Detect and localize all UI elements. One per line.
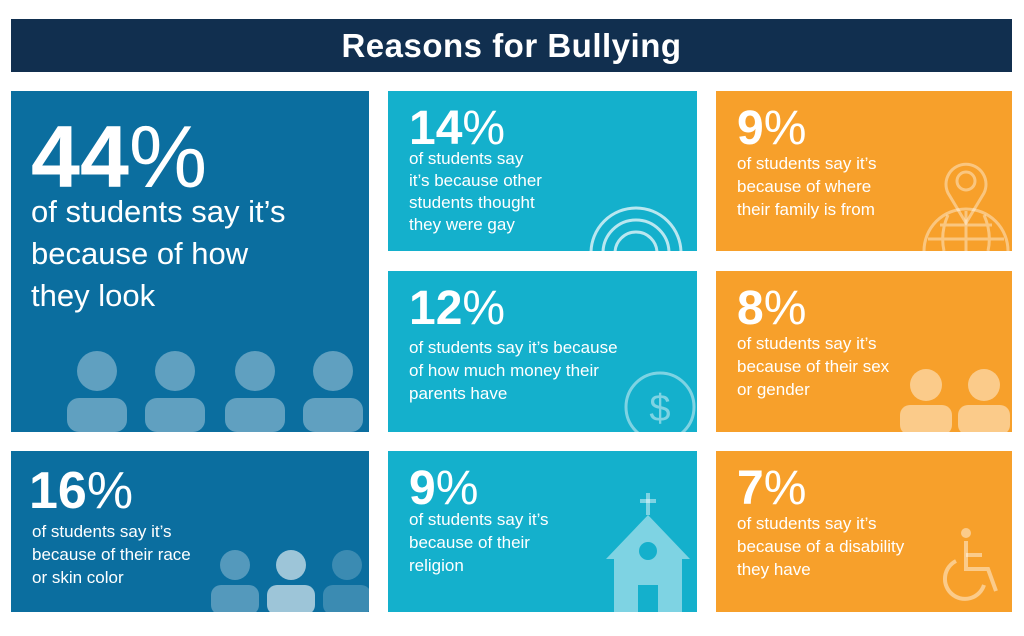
percent-symbol: %	[128, 107, 208, 206]
desc-line: it’s because other	[409, 171, 542, 191]
value-number: 12	[409, 282, 463, 335]
wheelchair-icon	[942, 528, 998, 601]
stat-card-gender: 8% of students say it’s because of their…	[716, 271, 1012, 432]
stat-card-religion: 9% of students say it’s because of their…	[388, 451, 697, 612]
people-icon	[211, 550, 369, 612]
stat-description: of students say it’s because of their re…	[409, 509, 549, 578]
desc-line: of students say it’s	[737, 154, 877, 173]
desc-line: parents have	[409, 383, 508, 403]
stat-card-disability: 7% of students say it’s because of a dis…	[716, 451, 1012, 612]
stat-card-sexual-orientation: 14% of students say it’s because other s…	[388, 91, 697, 251]
desc-line: of students say it’s because	[409, 338, 618, 357]
value-number: 16	[29, 462, 87, 520]
stat-card-appearance: 44% of students say it’s because of how …	[11, 91, 369, 432]
percent-symbol: %	[763, 282, 807, 335]
page-title: Reasons for Bullying	[11, 19, 1012, 72]
stat-description: of students say it’s because of where th…	[737, 153, 877, 222]
stat-description: of students say it’s because of their ra…	[32, 521, 191, 590]
man-woman-icon	[900, 369, 1010, 432]
desc-line: because of a disability	[737, 536, 905, 556]
stat-value: 14%	[409, 105, 505, 153]
stat-value: 7%	[737, 465, 806, 513]
desc-line: of students say it’s	[737, 334, 877, 353]
percent-symbol: %	[435, 462, 479, 515]
desc-line: because of their	[409, 532, 530, 552]
stat-value: 8%	[737, 285, 806, 333]
stat-description: of students say it’s because of how much…	[409, 337, 618, 406]
desc-line: because of their race	[32, 544, 191, 564]
value-number: 9	[409, 462, 436, 515]
desc-line: of how much money their	[409, 360, 599, 380]
desc-line: because of how	[31, 236, 249, 272]
value-number: 14	[409, 102, 463, 155]
desc-line: religion	[409, 555, 464, 575]
stat-card-race: 16% of students say it’s because of thei…	[11, 451, 369, 612]
desc-line: of students say	[409, 149, 524, 168]
stat-description: of students say it’s because of how they…	[31, 191, 285, 317]
percent-symbol: %	[763, 462, 807, 515]
stat-value: 9%	[737, 105, 806, 153]
desc-line: of students say it’s	[409, 510, 549, 529]
desc-line: because of where	[737, 176, 872, 196]
stat-description: of students say it’s because other stude…	[409, 148, 542, 236]
stat-value: 9%	[409, 465, 478, 513]
stat-value: 16%	[29, 465, 133, 517]
value-number: 44	[31, 107, 129, 206]
desc-line: of students say it’s	[31, 194, 286, 229]
stat-value: 12%	[409, 285, 505, 333]
value-number: 7	[737, 462, 764, 515]
desc-line: or skin color	[32, 567, 124, 587]
desc-line: their family is from	[737, 199, 875, 219]
value-number: 9	[737, 102, 764, 155]
desc-line: they were gay	[409, 215, 515, 235]
value-number: 8	[737, 282, 764, 335]
church-icon	[606, 493, 690, 612]
percent-symbol: %	[462, 102, 506, 155]
desc-line: because of their sex	[737, 356, 890, 376]
percent-symbol: %	[462, 282, 506, 335]
globe-pin-icon	[922, 162, 1010, 251]
svg-text:$: $	[649, 388, 670, 430]
stat-value: 44%	[31, 113, 207, 201]
desc-line: of students say it’s	[32, 522, 172, 541]
desc-line: they have	[737, 559, 811, 579]
percent-symbol: %	[763, 102, 807, 155]
stat-card-origin: 9% of students say it’s because of where…	[716, 91, 1012, 251]
people-icon	[67, 351, 363, 432]
stat-description: of students say it’s because of a disabi…	[737, 513, 904, 582]
desc-line: they look	[31, 278, 156, 314]
dollar-coin-icon: $	[624, 371, 696, 432]
desc-line: of students say it’s	[737, 514, 877, 533]
desc-line: or gender	[737, 379, 810, 399]
stat-card-money: 12% of students say it’s because of how …	[388, 271, 697, 432]
stat-description: of students say it’s because of their se…	[737, 333, 889, 402]
percent-symbol: %	[86, 462, 134, 520]
desc-line: students thought	[409, 193, 535, 213]
rainbow-icon	[589, 206, 683, 251]
